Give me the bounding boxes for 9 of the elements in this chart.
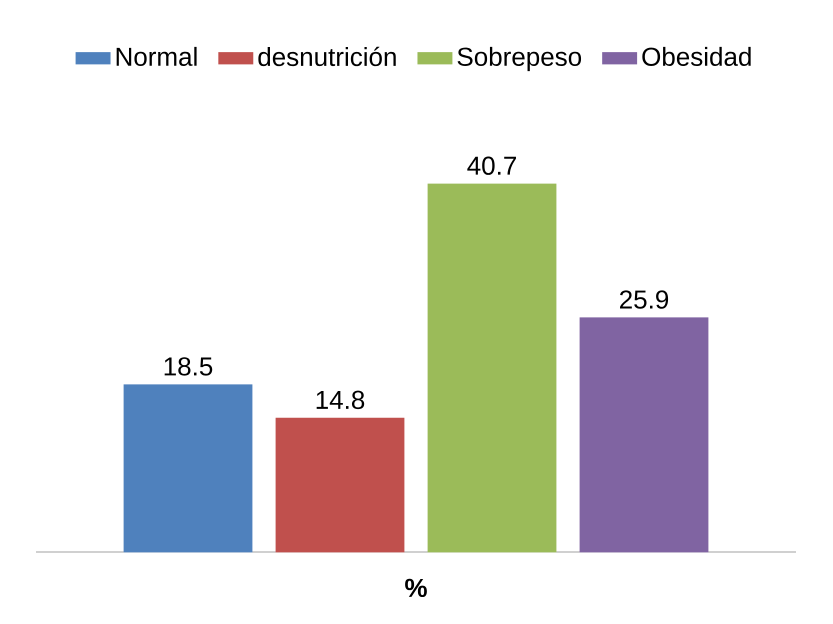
x-axis-title: % bbox=[405, 578, 427, 598]
legend-label: desnutrición bbox=[258, 46, 396, 66]
legend-label: Obesidad bbox=[642, 46, 751, 66]
legend-label: Sobrepeso bbox=[458, 46, 582, 72]
data-label: 14.8 bbox=[316, 390, 364, 410]
data-label: 40.7 bbox=[467, 156, 516, 175]
data-label: 25.9 bbox=[620, 290, 668, 309]
legend-label: Normal bbox=[116, 46, 197, 66]
data-label: 18.5 bbox=[164, 357, 212, 376]
